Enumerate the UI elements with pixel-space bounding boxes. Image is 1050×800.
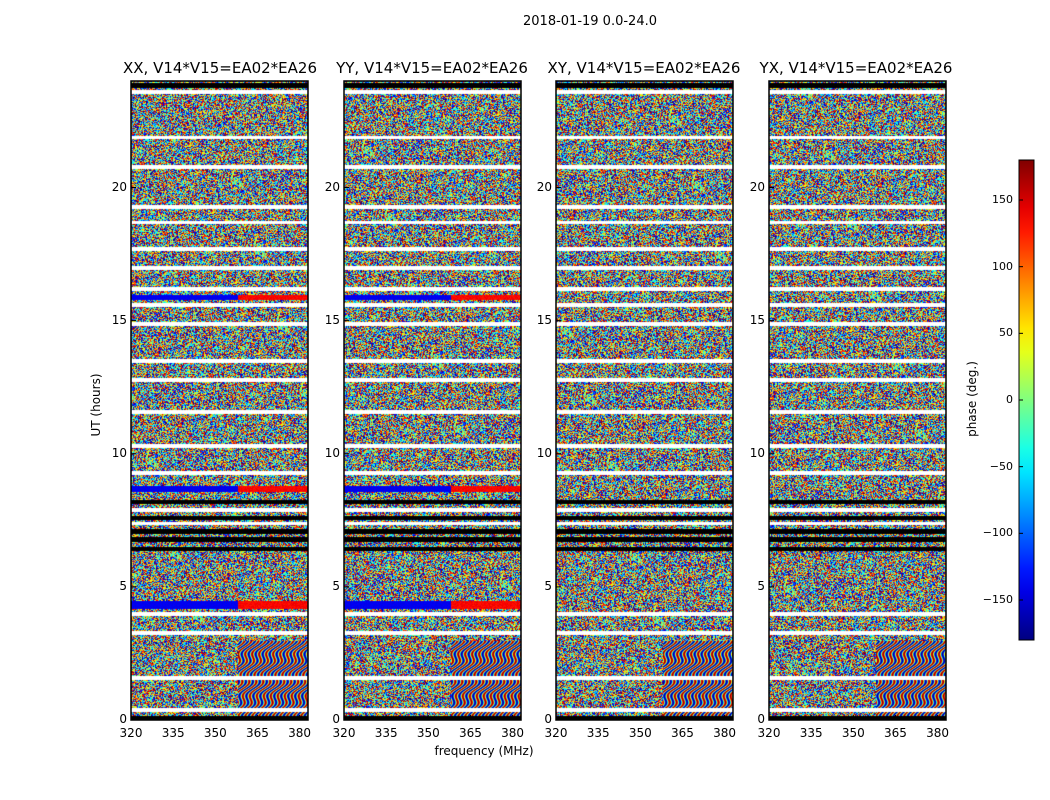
x-tick-label: 320 (544, 726, 568, 740)
x-tick-label: 365 (458, 726, 482, 740)
y-tick-label: 5 (544, 578, 552, 593)
colorbar-tick-label: 0 (1006, 393, 1013, 406)
x-tick-label: 365 (245, 726, 269, 740)
x-tick-label: 380 (288, 726, 312, 740)
x-tick-label: 365 (883, 726, 907, 740)
panel-title-xy: XY, V14*V15=EA02*EA26 (547, 59, 741, 77)
y-tick-label: 0 (332, 712, 340, 726)
x-axis-label: frequency (MHz) (434, 744, 534, 758)
colorbar-tick-label: −100 (982, 526, 1013, 540)
x-tick-label: 320 (757, 726, 781, 740)
y-tick-label: 10 (111, 445, 127, 460)
x-tick-label: 320 (332, 726, 356, 740)
panel-xx (130, 80, 309, 721)
panel-title-yy: YY, V14*V15=EA02*EA26 (336, 59, 528, 77)
panel-xy (555, 80, 734, 721)
y-tick-label: 20 (111, 179, 127, 194)
x-tick-label: 335 (799, 726, 823, 740)
x-tick-label: 350 (841, 726, 865, 740)
y-tick-label: 15 (111, 312, 127, 327)
colorbar-tick-label: 50 (999, 326, 1013, 340)
x-tick-label: 350 (203, 726, 227, 740)
panel-yy (343, 80, 522, 721)
y-tick-label: 20 (324, 179, 340, 194)
y-tick-label: 10 (536, 445, 552, 460)
panel-frame (343, 80, 522, 721)
panel-yx (768, 80, 947, 721)
x-tick-label: 350 (416, 726, 440, 740)
y-tick-label: 15 (749, 312, 765, 327)
x-tick-label: 335 (374, 726, 398, 740)
y-tick-label: 0 (544, 712, 552, 726)
x-tick-label: 350 (628, 726, 652, 740)
colorbar-tick-label: −50 (989, 459, 1013, 473)
panel-title-yx: YX, V14*V15=EA02*EA26 (759, 59, 953, 77)
x-tick-label: 335 (586, 726, 610, 740)
x-tick-label: 320 (119, 726, 143, 740)
panel-frame (130, 80, 309, 721)
phase-heatmap-image (131, 81, 308, 720)
y-tick-label: 5 (757, 578, 765, 593)
x-tick-label: 380 (501, 726, 525, 740)
y-axis-label: UT (hours) (89, 373, 103, 437)
y-tick-label: 0 (757, 712, 765, 726)
panel-frame (768, 80, 947, 721)
phase-heatmap-image (556, 81, 733, 720)
y-tick-label: 20 (749, 179, 765, 194)
x-tick-label: 380 (926, 726, 950, 740)
x-tick-label: 335 (161, 726, 185, 740)
panel-title-xx: XX, V14*V15=EA02*EA26 (122, 59, 317, 77)
y-tick-label: 10 (749, 445, 765, 460)
colorbar-tick-label: 150 (992, 193, 1013, 206)
colorbar-tick-label: 100 (992, 259, 1013, 273)
y-tick-label: 5 (119, 578, 127, 593)
phase-heatmap-image (344, 81, 521, 720)
panel-frame (555, 80, 734, 721)
y-tick-label: 10 (324, 445, 340, 460)
y-tick-label: 0 (119, 712, 127, 726)
y-tick-label: 5 (332, 578, 340, 593)
y-tick-label: 15 (324, 312, 340, 327)
colorbar-tick-label: −150 (982, 593, 1013, 606)
phase-heatmap-image (769, 81, 946, 720)
figure-title: 2018-01-19 0.0-24.0 (523, 14, 657, 29)
y-tick-label: 20 (536, 179, 552, 194)
x-tick-label: 365 (670, 726, 694, 740)
x-tick-label: 380 (713, 726, 737, 740)
colorbar-label: phase (deg.) (965, 361, 979, 437)
y-tick-label: 15 (536, 312, 552, 327)
